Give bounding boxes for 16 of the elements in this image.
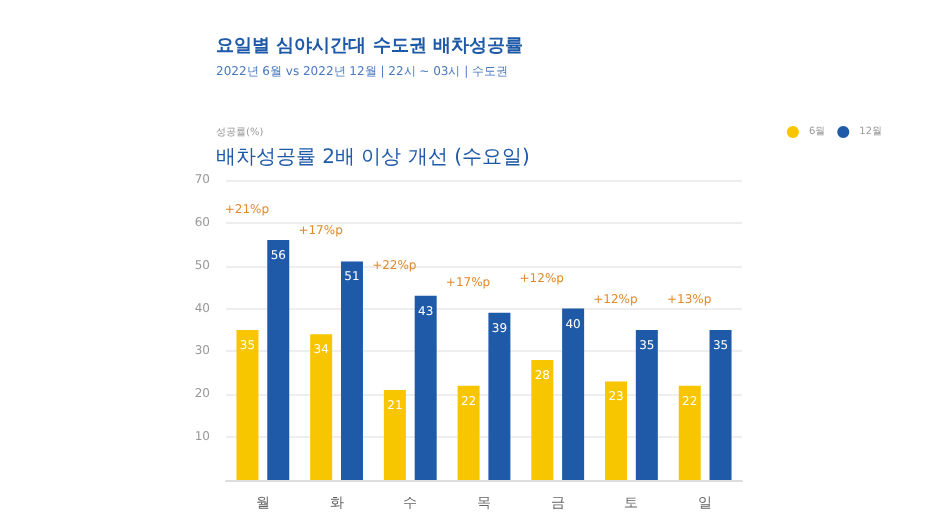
- chart-title: 요일별 심야시간대 수도권 배차성공률: [216, 37, 523, 57]
- bar: [562, 308, 585, 480]
- bar: [236, 330, 259, 480]
- bar: [383, 390, 406, 480]
- bar: [340, 261, 363, 480]
- bar: [267, 240, 290, 480]
- bar: [310, 334, 333, 480]
- bar: [605, 381, 628, 480]
- bar: [678, 385, 701, 480]
- bar: [414, 295, 437, 480]
- bar: [457, 385, 480, 480]
- bar: [709, 330, 732, 480]
- bar: [635, 330, 658, 480]
- bar: [531, 360, 554, 480]
- text: 배차성공률 2배 이상 개선 (수요일): [216, 147, 530, 169]
- bar: [488, 312, 511, 480]
